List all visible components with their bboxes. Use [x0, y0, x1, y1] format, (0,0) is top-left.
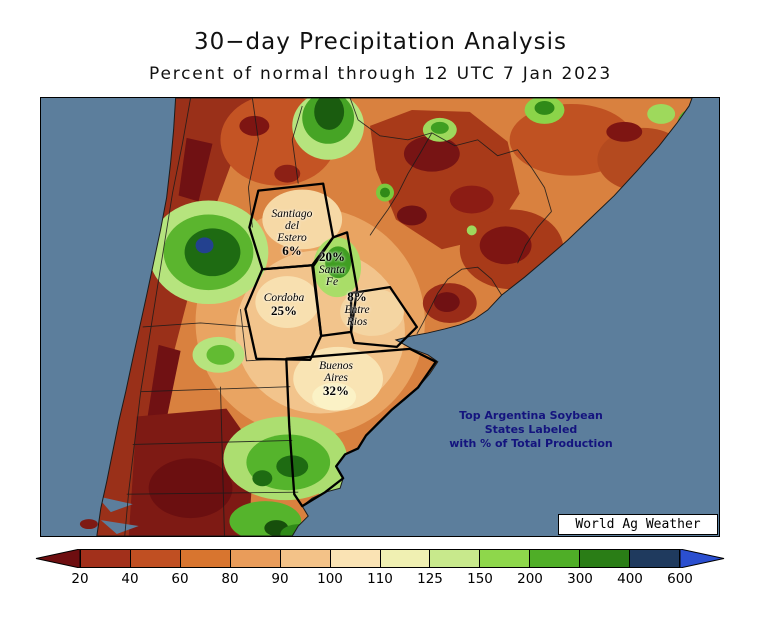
colorbar-segment: [580, 550, 631, 567]
colorbar-segment: [81, 550, 131, 567]
province-label-cordoba: Cordoba 25%: [244, 292, 324, 318]
province-name-line: Cordoba: [263, 292, 305, 304]
colorbar-segment: [280, 550, 331, 567]
annotation-line: with % of Total Production: [449, 437, 613, 450]
map-annotation: Top Argentina Soybean States Labeled wit…: [436, 409, 626, 451]
outline-buenos-aires: [285, 347, 437, 508]
colorbar-tick-label: 20: [71, 571, 89, 587]
province-percent: 32%: [323, 383, 349, 398]
colorbar-tick-label: 90: [271, 571, 289, 587]
colorbar-segment: [180, 550, 231, 567]
colorbar-labels: 20 40 60 80 90 100 110 125 150 200 300 400 600: [35, 571, 725, 589]
province-label-santiago-del-estero: Santiago del Estero 6%: [252, 208, 332, 258]
credit-box: World Ag Weather: [558, 514, 718, 535]
colorbar-tick-label: 60: [171, 571, 189, 587]
province-label-entre-rios: 8% Entre Rios: [327, 289, 387, 329]
province-label-santa-fe: 20% Santa Fe: [302, 249, 362, 289]
colorbar-tick-label: 200: [517, 571, 543, 587]
colorbar-tick-label: 40: [121, 571, 139, 587]
page-subtitle: Percent of normal through 12 UTC 7 Jan 2…: [149, 64, 612, 84]
province-percent: 25%: [271, 303, 297, 318]
colorbar-right-arrow: [680, 549, 725, 568]
colorbar-tick-label: 110: [367, 571, 393, 587]
province-name-line: Buenos: [319, 360, 353, 372]
colorbar-tick-label: 400: [617, 571, 643, 587]
country-and-province-borders: [124, 98, 552, 536]
province-label-buenos-aires: Buenos Aires 32%: [301, 360, 371, 398]
outline-entre-rios: [349, 285, 419, 349]
fjords-and-islands: [79, 496, 139, 535]
colorbar-tick-label: 100: [317, 571, 343, 587]
province-name-line: Rios: [346, 316, 368, 328]
colorbar-tick-label: 600: [667, 571, 693, 587]
province-name-line: Aires: [324, 372, 348, 384]
outline-cordoba: [244, 264, 323, 361]
province-name-line: Entre: [344, 304, 370, 316]
page-title: 30−day Precipitation Analysis: [194, 29, 567, 55]
colorbar-segment: [130, 550, 181, 567]
highlighted-province-outlines: [244, 182, 437, 508]
colorbar-left-arrow: [35, 549, 80, 568]
province-percent: 6%: [282, 243, 302, 258]
province-name-line: Fe: [325, 276, 339, 288]
annotation-line: Top Argentina Soybean: [459, 409, 603, 422]
province-name-line: Estero: [277, 232, 307, 244]
province-percent: 8%: [347, 289, 367, 304]
colorbar-segment: [630, 550, 680, 567]
colorbar-segments: [80, 549, 680, 568]
map-panel: Santiago del Estero 6% 20% Santa Fe Cord…: [40, 97, 720, 537]
colorbar-segment: [480, 550, 531, 567]
province-name-line: Santa: [318, 264, 346, 276]
colorbar-segment: [330, 550, 381, 567]
province-name-line: Santiago: [271, 208, 313, 220]
colorbar-segment: [230, 550, 281, 567]
colorbar-segment: [430, 550, 481, 567]
precipitation-map-graphic: [41, 98, 719, 536]
province-percent: 20%: [319, 249, 345, 264]
colorbar-segment: [530, 550, 581, 567]
colorbar: [35, 549, 725, 568]
colorbar-tick-label: 80: [221, 571, 239, 587]
colorbar-tick-label: 150: [467, 571, 493, 587]
province-name-line: del: [284, 220, 300, 232]
colorbar-tick-label: 300: [567, 571, 593, 587]
colorbar-tick-label: 125: [417, 571, 443, 587]
credit-text: World Ag Weather: [575, 517, 701, 532]
colorbar-segment: [380, 550, 431, 567]
annotation-line: States Labeled: [484, 423, 578, 436]
